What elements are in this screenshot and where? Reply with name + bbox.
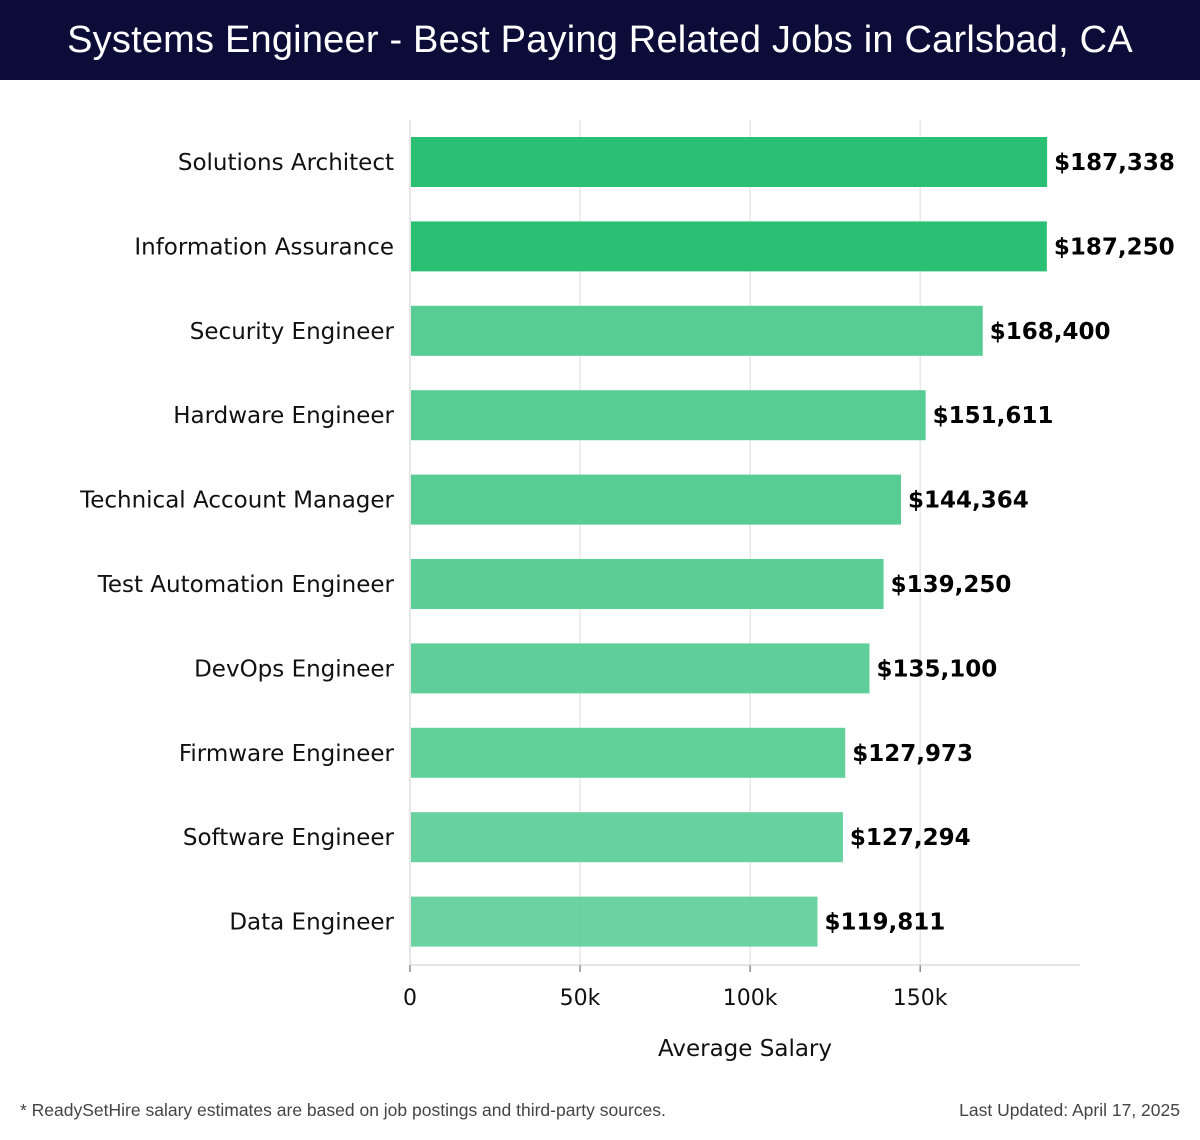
category-label: Solutions Architect <box>178 150 394 176</box>
category-label: Information Assurance <box>134 234 394 260</box>
bar <box>411 137 1048 187</box>
x-tick-label: 0 <box>403 986 417 1011</box>
x-axis: 0 50k 100k 150k <box>403 120 1080 1011</box>
x-tick-label: 100k <box>723 986 778 1011</box>
category-label: Data Engineer <box>229 910 394 936</box>
value-label: $187,250 <box>1054 234 1175 260</box>
category-label: Firmware Engineer <box>179 741 395 767</box>
value-label: $168,400 <box>990 319 1111 345</box>
footer-note: * ReadySetHire salary estimates are base… <box>20 1100 666 1120</box>
category-label: DevOps Engineer <box>194 656 394 682</box>
value-label: $127,294 <box>850 825 971 851</box>
value-label: $127,973 <box>852 741 973 767</box>
x-tick-label: 50k <box>560 986 601 1011</box>
category-label: Software Engineer <box>183 825 395 851</box>
last-updated: Last Updated: April 17, 2025 <box>959 1100 1180 1120</box>
x-tick-label: 150k <box>893 986 948 1011</box>
category-label: Technical Account Manager <box>79 488 394 514</box>
chart-title: Systems Engineer - Best Paying Related J… <box>0 0 1200 80</box>
bar-chart: Solutions Architect Information Assurance… <box>79 120 1175 1062</box>
value-label: $119,811 <box>824 910 945 936</box>
bar <box>411 474 901 525</box>
category-label: Test Automation Engineer <box>97 572 395 598</box>
category-label: Hardware Engineer <box>173 403 394 429</box>
category-label: Security Engineer <box>190 319 395 345</box>
bar <box>411 559 884 609</box>
x-axis-title: Average Salary <box>658 1036 832 1062</box>
bar <box>411 221 1047 272</box>
bar <box>411 305 983 356</box>
value-label: $135,100 <box>876 656 997 682</box>
value-label: $151,611 <box>933 403 1054 429</box>
value-label: $144,364 <box>908 488 1029 514</box>
bar <box>411 896 818 947</box>
bar <box>411 390 926 441</box>
value-label: $187,338 <box>1054 150 1175 176</box>
bar <box>411 727 846 778</box>
category-labels: Solutions Architect Information Assurance… <box>79 150 394 936</box>
value-label: $139,250 <box>891 572 1012 598</box>
bar <box>411 812 843 863</box>
bar <box>411 643 870 694</box>
value-labels: $187,338 $187,250 $168,400 $151,611 $144,364… <box>824 150 1174 936</box>
bars <box>411 137 1048 947</box>
